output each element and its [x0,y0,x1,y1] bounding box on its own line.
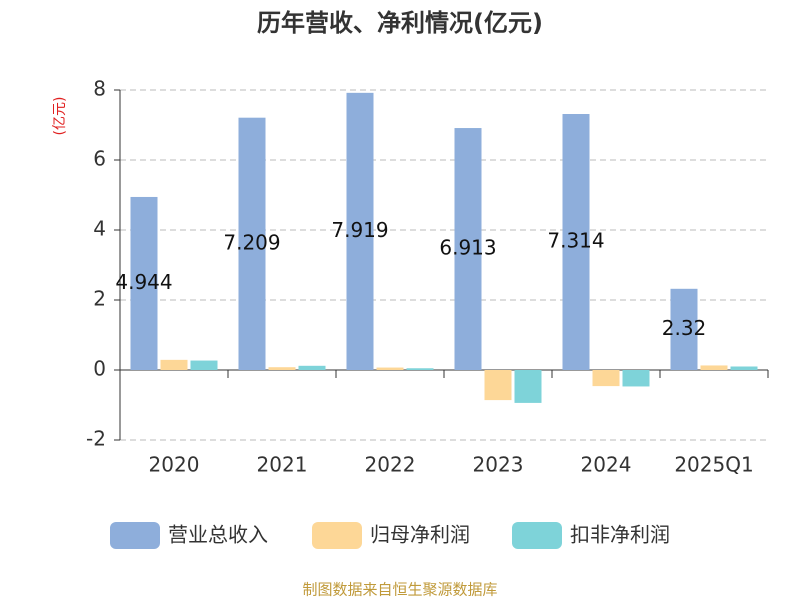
bar [130,196,158,370]
legend-swatch [312,522,362,549]
bar [562,114,590,370]
x-tick-label: 2025Q1 [674,453,753,477]
x-tick-label: 2022 [365,453,416,477]
legend-label: 归母净利润 [370,523,470,547]
legend-label: 营业总收入 [168,523,268,547]
x-tick-label: 2020 [149,453,200,477]
bar [730,366,758,370]
y-tick-label: 4 [93,217,106,241]
data-label: 6.913 [439,236,496,260]
bar [376,367,404,370]
bar [160,359,188,370]
data-label: 2.32 [662,316,707,340]
bar [454,128,482,370]
x-tick-label: 2024 [581,453,632,477]
y-tick-label: 2 [93,287,106,311]
chart-title: 历年营收、净利情况(亿元) [257,9,543,37]
legend-label: 扣非净利润 [570,523,670,547]
y-tick-label: 0 [93,357,106,381]
legend-swatch [512,522,562,549]
bar [268,367,296,370]
bar [592,370,620,387]
source-note: 制图数据来自恒生聚源数据库 [302,581,497,599]
data-label: 4.944 [115,270,172,294]
y-tick-label: 8 [93,77,106,101]
bar [700,365,728,370]
bar [190,360,218,370]
bar [238,117,266,370]
bar [514,370,542,403]
bar [670,288,698,370]
data-label: 7.314 [547,229,604,253]
data-label: 7.209 [223,230,280,254]
bar [484,370,512,401]
x-tick-label: 2023 [473,453,524,477]
data-label: 7.919 [331,218,388,242]
x-tick-label: 2021 [257,453,308,477]
y-axis-label: (亿元) [52,97,68,136]
bar [406,368,434,370]
bar [622,370,650,387]
legend-swatch [110,522,160,549]
y-tick-label: 6 [93,147,106,171]
bar [298,365,326,370]
bar [346,92,374,371]
y-tick-label: -2 [86,427,106,451]
